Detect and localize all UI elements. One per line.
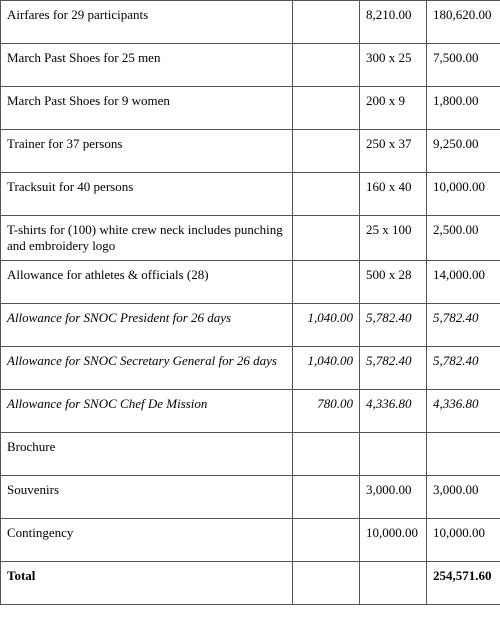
amount-cell: 9,250.00 bbox=[427, 130, 500, 173]
table-body: Airfares for 29 participants 8,210.00180,… bbox=[1, 1, 500, 605]
desc-cell: March Past Shoes for 9 women bbox=[1, 87, 293, 130]
calc-cell: 160 x 40 bbox=[360, 173, 427, 216]
calc-cell: 25 x 100 bbox=[360, 216, 427, 261]
calc-cell: 4,336.80 bbox=[360, 390, 427, 433]
amount-cell: 2,500.00 bbox=[427, 216, 500, 261]
amount-cell: 7,500.00 bbox=[427, 44, 500, 87]
table-row: Allowance for SNOC President for 26 days… bbox=[1, 304, 500, 347]
rate-cell: 1,040.00 bbox=[293, 304, 360, 347]
desc-cell: Allowance for SNOC President for 26 days bbox=[1, 304, 293, 347]
rate-cell bbox=[293, 1, 360, 44]
rate-cell bbox=[293, 44, 360, 87]
calc-cell: 500 x 28 bbox=[360, 261, 427, 304]
budget-table: Airfares for 29 participants 8,210.00180,… bbox=[0, 0, 500, 605]
desc-cell: Airfares for 29 participants bbox=[1, 1, 293, 44]
calc-cell: 300 x 25 bbox=[360, 44, 427, 87]
rate-cell bbox=[293, 261, 360, 304]
desc-cell: March Past Shoes for 25 men bbox=[1, 44, 293, 87]
amount-cell: 4,336.80 bbox=[427, 390, 500, 433]
table-row: March Past Shoes for 25 men 300 x 257,500… bbox=[1, 44, 500, 87]
table-row: Allowance for SNOC Chef De Mission780.00… bbox=[1, 390, 500, 433]
desc-cell: Allowance for SNOC Chef De Mission bbox=[1, 390, 293, 433]
table-row: Contingency 10,000.0010,000.00 bbox=[1, 519, 500, 562]
table-row: Souvenirs 3,000.003,000.00 bbox=[1, 476, 500, 519]
amount-cell: 254,571.60 bbox=[427, 562, 500, 605]
desc-cell: Total bbox=[1, 562, 293, 605]
amount-cell: 180,620.00 bbox=[427, 1, 500, 44]
calc-cell: 200 x 9 bbox=[360, 87, 427, 130]
amount-cell: 10,000.00 bbox=[427, 173, 500, 216]
rate-cell bbox=[293, 130, 360, 173]
table-row: Total 254,571.60 bbox=[1, 562, 500, 605]
calc-cell: 10,000.00 bbox=[360, 519, 427, 562]
desc-cell: Brochure bbox=[1, 433, 293, 476]
table-row: Allowance for SNOC Secretary General for… bbox=[1, 347, 500, 390]
desc-cell: Allowance for athletes & officials (28) bbox=[1, 261, 293, 304]
desc-cell: T-shirts for (100) white crew neck inclu… bbox=[1, 216, 293, 261]
desc-cell: Trainer for 37 persons bbox=[1, 130, 293, 173]
amount-cell: 3,000.00 bbox=[427, 476, 500, 519]
desc-cell: Tracksuit for 40 persons bbox=[1, 173, 293, 216]
rate-cell: 1,040.00 bbox=[293, 347, 360, 390]
rate-cell bbox=[293, 173, 360, 216]
table-row: Trainer for 37 persons 250 x 379,250.00 bbox=[1, 130, 500, 173]
rate-cell bbox=[293, 216, 360, 261]
table-row: Brochure bbox=[1, 433, 500, 476]
rate-cell bbox=[293, 87, 360, 130]
rate-cell bbox=[293, 476, 360, 519]
calc-cell bbox=[360, 562, 427, 605]
table-row: Tracksuit for 40 persons 160 x 4010,000.0… bbox=[1, 173, 500, 216]
desc-cell: Souvenirs bbox=[1, 476, 293, 519]
table-row: T-shirts for (100) white crew neck inclu… bbox=[1, 216, 500, 261]
rate-cell: 780.00 bbox=[293, 390, 360, 433]
table-row: March Past Shoes for 9 women 200 x 91,800… bbox=[1, 87, 500, 130]
rate-cell bbox=[293, 562, 360, 605]
amount-cell: 5,782.40 bbox=[427, 304, 500, 347]
amount-cell: 1,800.00 bbox=[427, 87, 500, 130]
amount-cell: 10,000.00 bbox=[427, 519, 500, 562]
amount-cell bbox=[427, 433, 500, 476]
rate-cell bbox=[293, 519, 360, 562]
table-row: Allowance for athletes & officials (28) 5… bbox=[1, 261, 500, 304]
calc-cell: 250 x 37 bbox=[360, 130, 427, 173]
amount-cell: 14,000.00 bbox=[427, 261, 500, 304]
amount-cell: 5,782.40 bbox=[427, 347, 500, 390]
desc-cell: Contingency bbox=[1, 519, 293, 562]
calc-cell: 5,782.40 bbox=[360, 304, 427, 347]
table-row: Airfares for 29 participants 8,210.00180,… bbox=[1, 1, 500, 44]
rate-cell bbox=[293, 433, 360, 476]
calc-cell: 3,000.00 bbox=[360, 476, 427, 519]
desc-cell: Allowance for SNOC Secretary General for… bbox=[1, 347, 293, 390]
calc-cell: 5,782.40 bbox=[360, 347, 427, 390]
calc-cell: 8,210.00 bbox=[360, 1, 427, 44]
calc-cell bbox=[360, 433, 427, 476]
